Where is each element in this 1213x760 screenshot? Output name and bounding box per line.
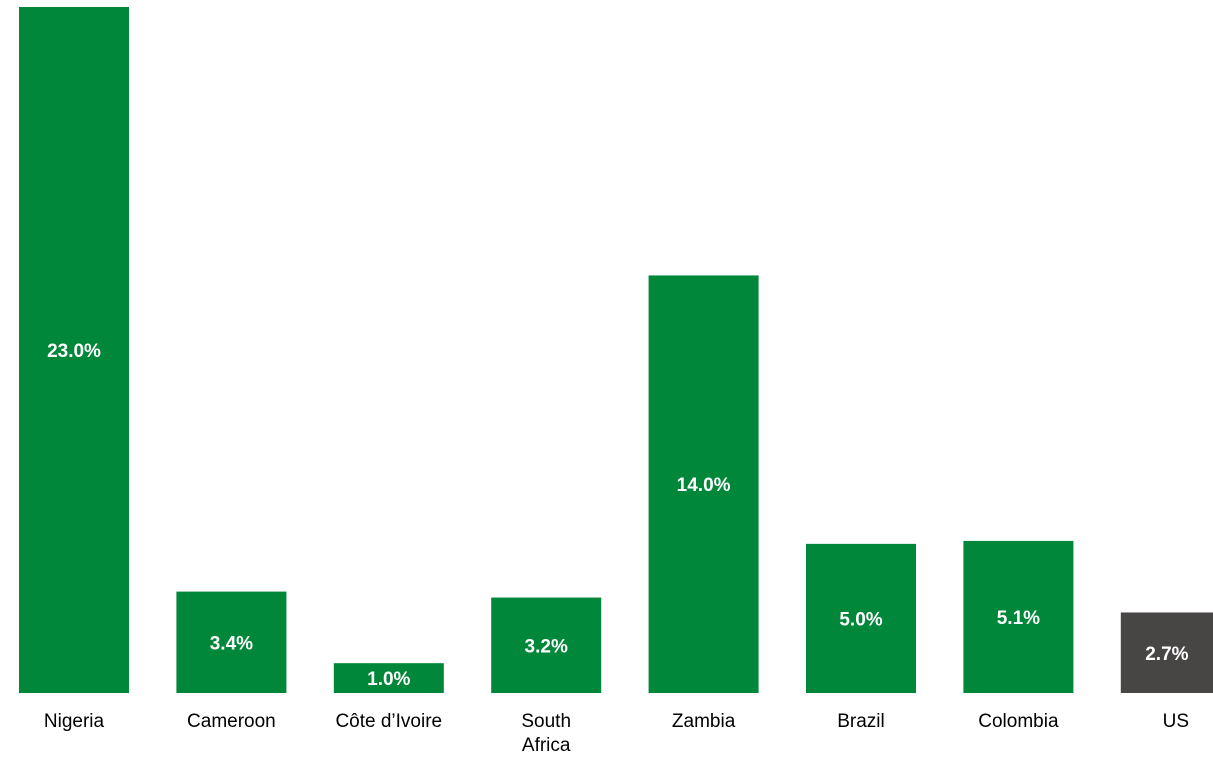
bar: [806, 543, 916, 693]
value-label: 23.0%: [47, 341, 101, 362]
x-tick-label: Zambia: [672, 711, 736, 732]
x-tick-label: Colombia: [978, 711, 1059, 732]
x-tick-label: Côte d’Ivoire: [335, 711, 442, 732]
x-tick-label: South Africa: [521, 711, 571, 756]
bar: [19, 7, 129, 693]
x-tick-label: US: [1163, 711, 1189, 732]
value-label: 2.7%: [1145, 644, 1188, 665]
bar: [333, 663, 444, 693]
value-label: 1.0%: [367, 669, 410, 690]
value-label: 3.2%: [525, 636, 568, 657]
x-tick-label: Cameroon: [187, 711, 276, 732]
x-tick-label: Brazil: [837, 711, 885, 732]
x-tick-label: Nigeria: [44, 711, 105, 732]
value-label: 5.1%: [997, 608, 1040, 629]
bar: [491, 597, 602, 693]
bar: [648, 275, 759, 693]
value-label: 3.4%: [210, 633, 253, 654]
bar: [176, 591, 287, 693]
value-label: 5.0%: [839, 609, 882, 630]
value-label: 14.0%: [677, 475, 731, 496]
bar: [963, 540, 1074, 693]
bar: [1120, 612, 1213, 693]
